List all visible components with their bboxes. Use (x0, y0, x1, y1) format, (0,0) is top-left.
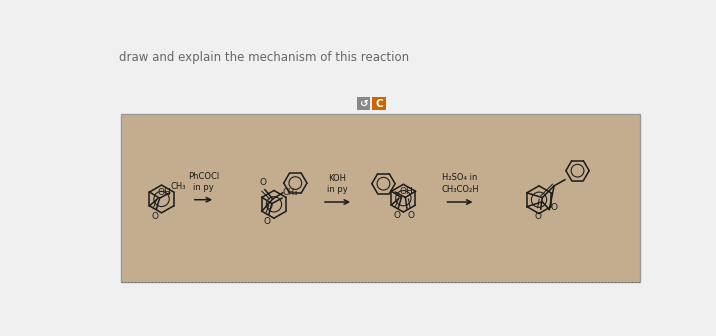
FancyBboxPatch shape (357, 97, 370, 111)
Text: PhCOCl
in py: PhCOCl in py (188, 172, 219, 192)
Text: KOH
in py: KOH in py (327, 174, 348, 194)
Text: C: C (375, 99, 383, 109)
Text: O: O (263, 217, 271, 226)
Text: O: O (407, 211, 415, 220)
FancyBboxPatch shape (120, 114, 640, 282)
FancyBboxPatch shape (372, 97, 385, 111)
Text: draw and explain the mechanism of this reaction: draw and explain the mechanism of this r… (119, 51, 409, 64)
Text: O: O (266, 202, 273, 211)
Text: O: O (393, 211, 400, 220)
Text: CH₃: CH₃ (170, 182, 186, 191)
Text: OH: OH (158, 187, 171, 197)
Text: CH₃: CH₃ (283, 187, 299, 197)
Text: OH: OH (399, 187, 413, 196)
Text: H₂SO₄ in
CH₃CO₂H: H₂SO₄ in CH₃CO₂H (441, 173, 479, 194)
Text: ↺: ↺ (359, 99, 368, 109)
Text: O: O (551, 203, 558, 212)
Text: O: O (259, 178, 266, 186)
Text: O: O (535, 212, 542, 221)
Text: O: O (151, 212, 158, 221)
